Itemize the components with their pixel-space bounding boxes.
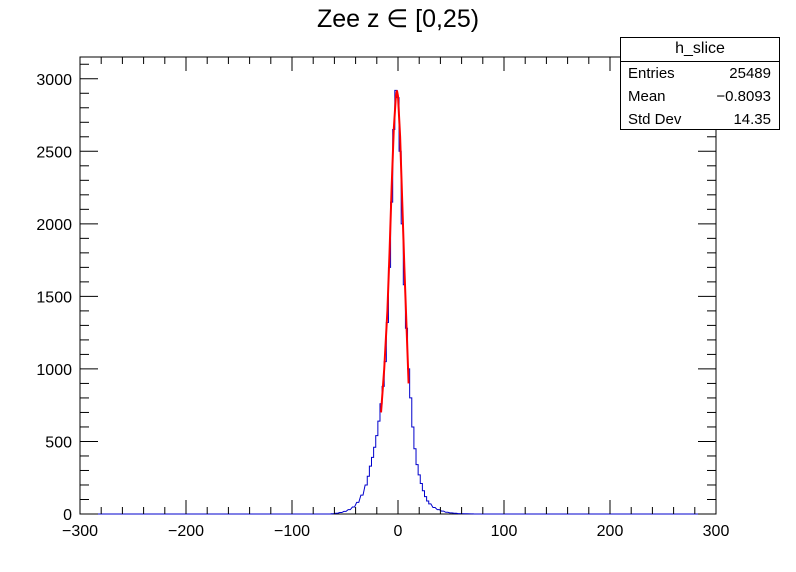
x-tick-label: 300 [703,523,730,540]
stats-box: h_slice Entries 25489 Mean −0.8093 Std D… [620,37,780,130]
y-tick-label: 1000 [36,362,72,379]
y-tick-label: 3000 [36,72,72,89]
x-tick-label: 0 [394,523,403,540]
stats-row-entries: Entries 25489 [621,62,779,85]
histogram-series [80,89,716,515]
stats-label: Mean [628,88,666,105]
fit-curve [380,90,410,413]
stats-box-title: h_slice [621,38,779,62]
stats-row-mean: Mean −0.8093 [621,85,779,108]
y-tick-label: 2500 [36,144,72,161]
stats-value: −0.8093 [716,88,771,105]
x-tick-label: −300 [62,523,98,540]
y-tick-label: 0 [63,507,72,524]
stats-row-stddev: Std Dev 14.35 [621,108,779,131]
chart-title: Zee z ∈ [0,25) [316,5,480,33]
stats-label: Entries [628,65,675,82]
y-tick-label: 2000 [36,217,72,234]
y-tick-label: 500 [45,434,72,451]
x-tick-label: 100 [491,523,518,540]
stats-value: 14.35 [733,111,771,128]
x-tick-label: −200 [168,523,204,540]
y-tick-label: 1500 [36,289,72,306]
x-tick-label: −100 [274,523,310,540]
stats-value: 25489 [729,65,771,82]
x-tick-label: 200 [597,523,624,540]
stats-label: Std Dev [628,111,682,128]
